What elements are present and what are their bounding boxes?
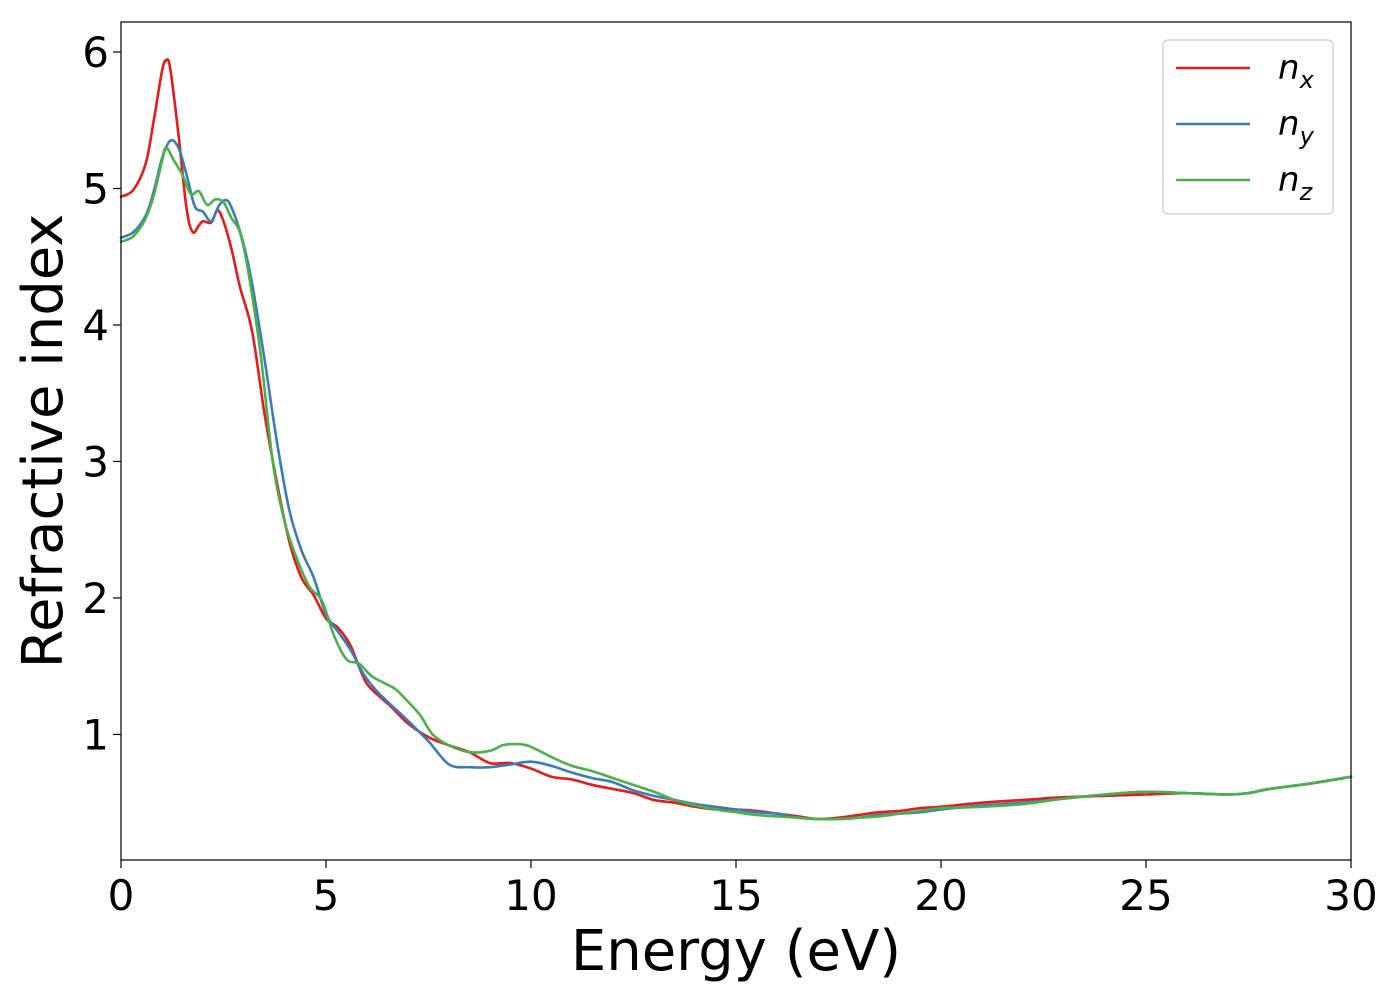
legend-box xyxy=(1162,39,1334,215)
y-tick-label: 4 xyxy=(82,301,109,350)
legend-label-main: n xyxy=(1278,104,1300,144)
legend-label-y: ny xyxy=(1278,104,1315,150)
y-tick-label: 2 xyxy=(82,574,109,623)
x-tick-label: 0 xyxy=(108,871,135,920)
x-tick-label: 5 xyxy=(313,871,340,920)
legend-label-main: n xyxy=(1278,160,1300,200)
x-tick-label: 10 xyxy=(504,871,557,920)
legend-label-z: nz xyxy=(1278,160,1314,206)
plot-background xyxy=(121,22,1351,860)
legend-label-subscript: y xyxy=(1299,122,1315,150)
x-axis-label: Energy (eV) xyxy=(571,919,901,984)
legend-label-subscript: x xyxy=(1299,66,1315,94)
legend-label-x: nx xyxy=(1278,48,1315,94)
y-axis-label: Refractive index xyxy=(11,214,76,669)
y-tick-label: 3 xyxy=(82,437,109,486)
x-tick-label: 25 xyxy=(1119,871,1172,920)
series-line-x xyxy=(119,58,1353,821)
x-tick-label: 30 xyxy=(1324,871,1377,920)
series-line-z xyxy=(119,146,1353,821)
x-axis: 0 5 10 15 20 25 30 xyxy=(108,860,1378,920)
series-layer xyxy=(119,58,1353,821)
legend-label-subscript: z xyxy=(1299,178,1314,206)
x-tick-label: 20 xyxy=(914,871,967,920)
y-tick-label: 5 xyxy=(82,165,109,214)
legend-label-main: n xyxy=(1278,48,1300,88)
x-tick-label: 15 xyxy=(709,871,762,920)
y-axis: 1 2 3 4 5 6 xyxy=(82,28,121,759)
y-tick-label: 1 xyxy=(82,710,109,759)
y-tick-label: 6 xyxy=(82,28,109,77)
